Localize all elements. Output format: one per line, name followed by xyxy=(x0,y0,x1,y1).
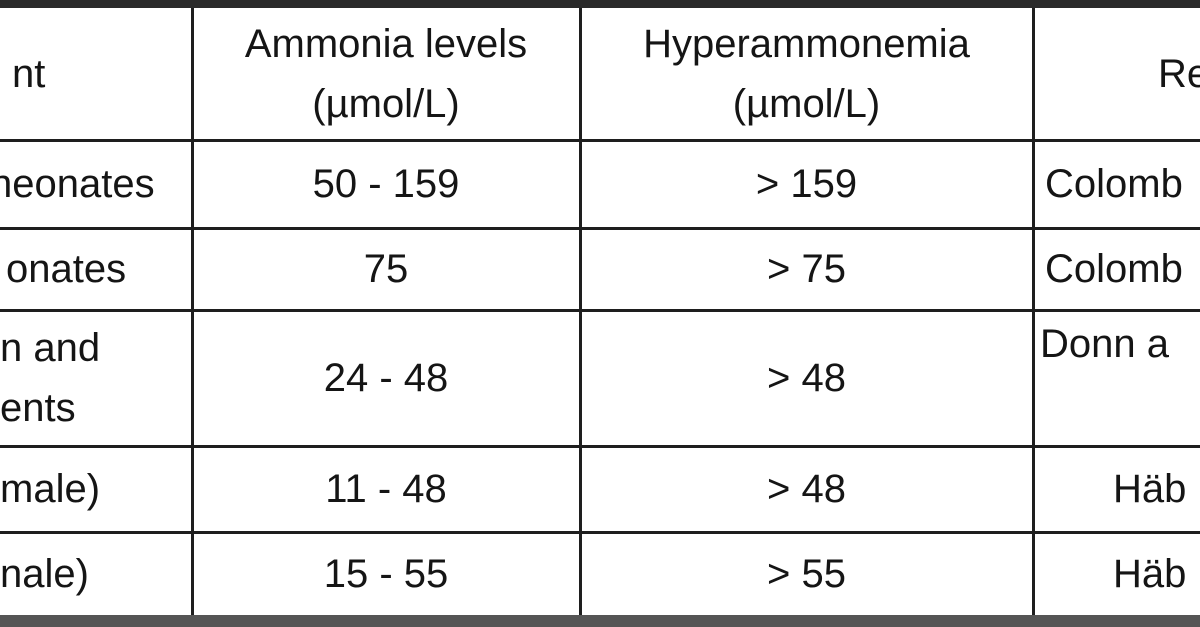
table-cell: > 55 xyxy=(580,544,1033,604)
table-cell: Häb xyxy=(1113,544,1186,604)
table-cell: Donn a xyxy=(1040,314,1169,374)
cell-text: Häb xyxy=(1113,467,1187,511)
cell-text: Colomb xyxy=(1045,247,1183,291)
table-cell: > 48 xyxy=(580,348,1033,408)
top-border xyxy=(0,0,1200,8)
header-cell: Ammonia levels (µmol/L) xyxy=(192,14,580,134)
cell-text: > 159 xyxy=(755,162,858,206)
table-cell: Häb xyxy=(1113,459,1186,519)
cell-text: 24 - 48 xyxy=(323,356,449,400)
cell-text: Donn a xyxy=(1040,322,1169,366)
column-line xyxy=(191,8,194,615)
cell-text: neonates xyxy=(0,162,155,206)
column-line xyxy=(1032,8,1035,615)
table-cell: onates xyxy=(6,239,126,299)
table-cell: 75 xyxy=(192,239,580,299)
row-line xyxy=(0,309,1200,312)
header-cell: Hyperammonemia (µmol/L) xyxy=(580,14,1033,134)
cell-text: 50 - 159 xyxy=(312,162,460,206)
table-cell: male) xyxy=(0,459,100,519)
header-cell: Re xyxy=(1158,44,1200,104)
cell-text: 11 - 48 xyxy=(325,467,447,511)
table-cell: Colomb xyxy=(1045,154,1183,214)
table-cell: neonates xyxy=(0,154,155,214)
cell-text: ents xyxy=(0,386,76,430)
cell-text: Re xyxy=(1158,52,1200,96)
bottom-band xyxy=(0,615,1200,627)
table-cell: 15 - 55 xyxy=(192,544,580,604)
cell-text: onates xyxy=(6,247,127,291)
header-cell: nt xyxy=(12,44,45,104)
row-line xyxy=(0,139,1200,142)
cell-text: nt xyxy=(12,52,46,96)
cell-text: Häb xyxy=(1113,551,1187,596)
table-cell: Colomb xyxy=(1045,239,1183,299)
table-cell: > 75 xyxy=(580,239,1033,299)
row-line xyxy=(0,531,1200,534)
row-line xyxy=(0,227,1200,230)
cell-text: Ammonia levels xyxy=(244,22,528,66)
cell-text: > 75 xyxy=(767,247,846,291)
cell-text: > 48 xyxy=(767,356,846,400)
table-cell: 11 - 48 xyxy=(192,459,580,519)
cell-text: n and xyxy=(0,326,101,370)
cell-text: > 48 xyxy=(767,467,846,511)
cell-text: 75 xyxy=(363,247,409,291)
table-cell: 50 - 159 xyxy=(192,154,580,214)
cell-text: (µmol/L) xyxy=(732,82,881,126)
cell-text: (µmol/L) xyxy=(312,82,460,126)
row-line xyxy=(0,445,1200,448)
table-cell: n and ents xyxy=(0,318,100,438)
cell-text: > 55 xyxy=(767,551,846,596)
column-line xyxy=(579,8,582,615)
cell-text: Hyperammonemia xyxy=(643,22,970,66)
table-cell: nale) xyxy=(0,544,89,604)
table-cell: > 48 xyxy=(580,459,1033,519)
cell-text: 15 - 55 xyxy=(323,551,449,596)
cell-text: nale) xyxy=(0,551,89,596)
table-cell: 24 - 48 xyxy=(192,348,580,408)
table-cell: > 159 xyxy=(580,154,1033,214)
cell-text: Colomb xyxy=(1045,162,1183,206)
cell-text: male) xyxy=(0,467,101,511)
